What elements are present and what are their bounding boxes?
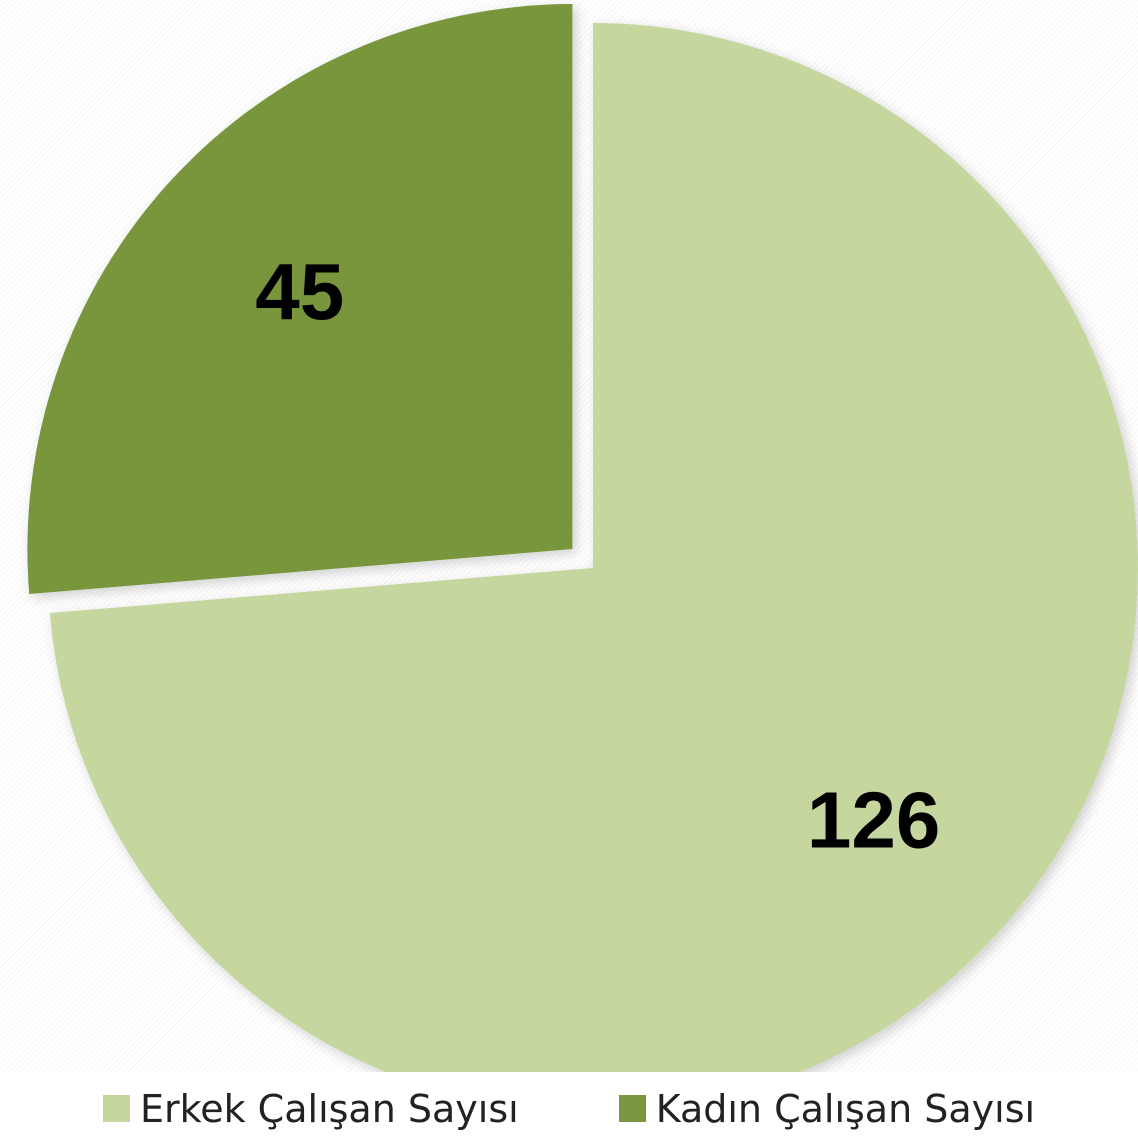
legend-label-erkek: Erkek Çalışan Sayısı bbox=[139, 1086, 519, 1131]
legend-swatch-kadin bbox=[618, 1095, 646, 1122]
data-label-kadin: 45 bbox=[255, 247, 344, 336]
data-label-erkek: 126 bbox=[807, 776, 940, 865]
pie-slice-kadin bbox=[27, 4, 573, 595]
legend-label-kadin: Kadın Çalışan Sayısı bbox=[655, 1086, 1036, 1131]
legend-swatch-erkek bbox=[102, 1095, 130, 1122]
legend-item-kadin: Kadın Çalışan Sayısı bbox=[618, 1086, 1036, 1131]
legend: Erkek Çalışan Sayısı Kadın Çalışan Sayıs… bbox=[0, 1072, 1138, 1145]
legend-item-erkek: Erkek Çalışan Sayısı bbox=[102, 1086, 519, 1131]
pie-slice-erkek bbox=[49, 23, 1138, 1113]
